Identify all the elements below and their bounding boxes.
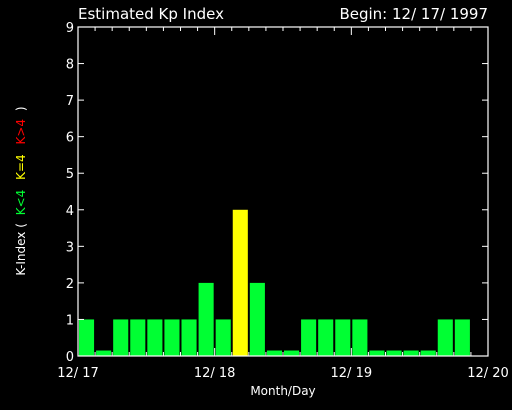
- begin-date-label: Begin: 12/ 17/ 1997: [339, 5, 488, 23]
- kp-bar: [318, 319, 334, 356]
- kp-bar: [266, 350, 282, 356]
- y-tick-label: 9: [66, 21, 74, 36]
- kp-bar: [181, 319, 197, 356]
- y-tick-label: 7: [66, 94, 74, 109]
- kp-bar: [113, 319, 129, 356]
- chart-title: Estimated Kp Index: [78, 5, 224, 23]
- kp-bar: [335, 319, 351, 356]
- kp-bar: [232, 209, 248, 356]
- kp-bar: [352, 319, 368, 356]
- y-axis-label-mid: K=4: [14, 154, 28, 180]
- y-axis-label-low: K<4: [14, 190, 28, 216]
- y-tick-label: 6: [66, 131, 74, 146]
- x-tick-label: 12/ 20: [467, 366, 509, 381]
- kp-bar: [79, 319, 95, 356]
- kp-bar: [284, 350, 300, 356]
- kp-bar: [420, 350, 436, 356]
- y-axis-label-suffix: ): [14, 106, 28, 111]
- y-tick-label: 5: [66, 167, 74, 182]
- y-axis-label: K-Index ( K<4 K=4 K>4 ): [14, 106, 28, 275]
- y-tick-label: 3: [66, 240, 74, 255]
- x-tick-label: 12/ 19: [331, 366, 373, 381]
- kp-bar: [96, 350, 112, 356]
- kp-bar: [301, 319, 317, 356]
- kp-bar: [215, 319, 231, 356]
- y-axis-label-high: K>4: [14, 119, 28, 145]
- y-tick-label: 2: [66, 277, 74, 292]
- kp-bar: [403, 350, 419, 356]
- ticks-layer: 0 1 2 3 4 5 6 7 8 9 12/ 17 12/ 18 12/ 19 12/ 20: [57, 21, 509, 381]
- kp-bar: [369, 350, 385, 356]
- kp-bar: [437, 319, 453, 356]
- bars-layer: [79, 209, 470, 356]
- kp-bar: [198, 282, 214, 356]
- y-axis-label-prefix: K-Index (: [14, 223, 28, 275]
- x-axis-label: Month/Day: [250, 384, 315, 398]
- y-tick-label: 0: [66, 350, 74, 365]
- kp-bar: [249, 282, 265, 356]
- x-tick-label: 12/ 18: [194, 366, 236, 381]
- kp-bar: [147, 319, 163, 356]
- y-tick-label: 1: [66, 313, 74, 328]
- y-tick-label: 8: [66, 58, 74, 73]
- kp-bar: [454, 319, 470, 356]
- x-tick-label: 12/ 17: [57, 366, 99, 381]
- kp-bar: [386, 350, 402, 356]
- y-tick-label: 4: [66, 204, 74, 219]
- kp-bar: [164, 319, 180, 356]
- kp-bar: [130, 319, 146, 356]
